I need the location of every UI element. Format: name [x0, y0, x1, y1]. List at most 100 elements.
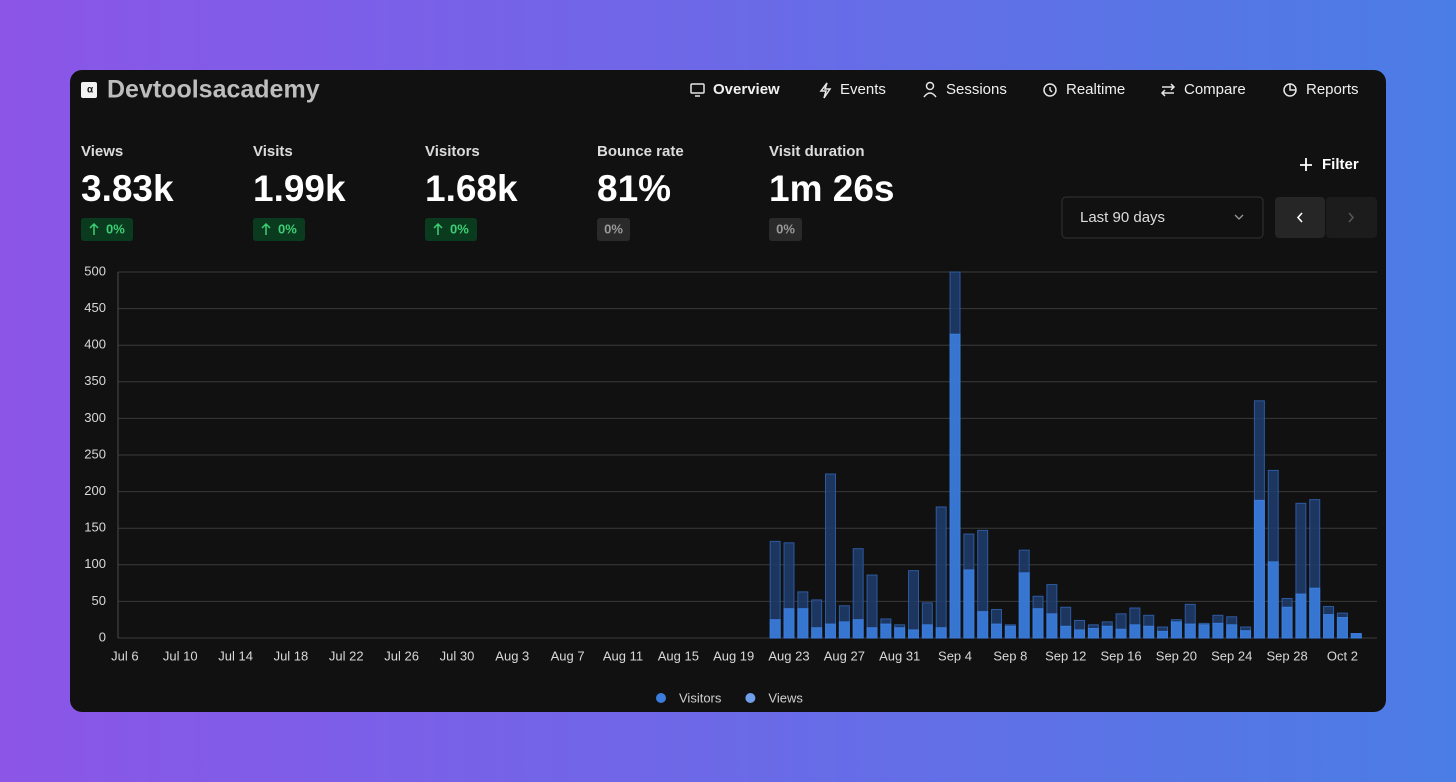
- x-tick-label: Jul 26: [384, 648, 419, 663]
- x-tick-label: Jul 22: [329, 648, 364, 663]
- nav-item[interactable]: Sessions: [946, 81, 1007, 98]
- bar: [1240, 630, 1252, 639]
- y-tick-label: 0: [99, 629, 106, 644]
- plus-icon: [1300, 158, 1312, 171]
- x-tick-label: Aug 19: [713, 648, 754, 663]
- legend-label: Views: [768, 690, 803, 705]
- bar: [825, 623, 836, 639]
- bar: [949, 333, 961, 639]
- y-tick-label: 150: [84, 520, 106, 535]
- x-tick-label: Aug 31: [879, 648, 920, 663]
- icon-sessions: [925, 81, 935, 91]
- icon-sessions: [923, 92, 937, 98]
- arrow-up: [89, 222, 99, 235]
- x-tick-label: Aug 7: [551, 648, 585, 663]
- bar: [1074, 629, 1086, 639]
- x-tick-label: Jul 6: [111, 648, 138, 663]
- next-button[interactable]: [1326, 197, 1377, 238]
- x-tick-label: Aug 3: [495, 648, 529, 663]
- legend-dot: [745, 693, 756, 703]
- date-dropdown[interactable]: [1061, 196, 1264, 239]
- x-tick-label: Aug 15: [658, 648, 699, 663]
- icon-events: [819, 82, 832, 99]
- date-range[interactable]: Last 90 days: [1080, 209, 1165, 226]
- bar: [963, 569, 975, 639]
- bar: [908, 570, 920, 639]
- bar: [894, 627, 906, 639]
- nav-item[interactable]: Events: [840, 81, 886, 98]
- filter-button[interactable]: Filter: [1300, 156, 1359, 173]
- nav-item[interactable]: Realtime: [1066, 81, 1125, 98]
- bar: [797, 608, 809, 639]
- bar: [1267, 561, 1279, 639]
- icon-realtime: [1049, 87, 1053, 93]
- icon-realtime: [1043, 83, 1057, 97]
- metric-label: Bounce rate: [597, 143, 684, 160]
- y-tick-label: 350: [84, 373, 106, 388]
- icon-reports: [1289, 84, 1296, 91]
- change-value: 0%: [450, 221, 469, 236]
- prev-button[interactable]: [1275, 197, 1325, 238]
- bar: [1032, 608, 1044, 639]
- change-badge: [769, 218, 802, 241]
- x-tick-label: Jul 14: [218, 648, 253, 663]
- bar: [1350, 633, 1362, 639]
- bar: [825, 473, 836, 639]
- bar: [769, 619, 781, 639]
- logo-glyph: α: [87, 85, 94, 96]
- bar: [1253, 499, 1265, 639]
- x-tick-label: Aug 23: [768, 648, 809, 663]
- y-tick-label: 300: [84, 410, 106, 425]
- legend-dot: [656, 693, 666, 703]
- bar: [921, 624, 933, 639]
- y-tick-label: 250: [84, 446, 106, 461]
- bar: [908, 629, 920, 639]
- x-tick-label: Sep 12: [1045, 648, 1086, 663]
- legend-label: Visitors: [679, 690, 722, 705]
- metric-label: Visitors: [425, 143, 480, 160]
- change-badge: [597, 218, 630, 241]
- bar: [1143, 625, 1155, 639]
- nav-item[interactable]: Overview: [713, 81, 780, 98]
- x-tick-label: Aug 27: [824, 648, 865, 663]
- bar: [1004, 625, 1016, 639]
- bar: [1226, 624, 1238, 639]
- y-tick-label: 400: [84, 337, 106, 352]
- icon-overview: [690, 83, 705, 94]
- y-tick-label: 450: [84, 300, 106, 315]
- card: [70, 70, 1386, 712]
- metric-value: 1.99k: [253, 168, 346, 209]
- bar: [1018, 572, 1030, 639]
- bar: [866, 627, 878, 639]
- bar: [1281, 606, 1293, 639]
- bar: [783, 608, 795, 639]
- arrow-up: [433, 222, 443, 235]
- metric-value: 81%: [597, 168, 671, 209]
- bar: [1170, 621, 1182, 639]
- bar: [1309, 587, 1321, 639]
- nav-item[interactable]: Compare: [1184, 81, 1246, 98]
- y-tick-label: 50: [92, 593, 106, 608]
- bar: [977, 611, 989, 639]
- bar: [880, 623, 892, 639]
- bar: [991, 623, 1003, 639]
- change-value: 0%: [278, 221, 297, 236]
- bar: [852, 619, 864, 639]
- x-tick-label: Sep 24: [1211, 648, 1252, 663]
- bar: [1323, 614, 1335, 639]
- bar: [838, 621, 850, 639]
- bar: [1157, 630, 1169, 639]
- y-tick-label: 100: [84, 556, 106, 571]
- x-tick-label: Sep 4: [938, 648, 972, 663]
- x-tick-label: Aug 11: [603, 648, 643, 663]
- filter-label[interactable]: Filter: [1322, 156, 1359, 173]
- metric-value: 1.68k: [425, 168, 518, 209]
- nav-item[interactable]: Reports: [1306, 81, 1359, 98]
- metric-value: 1m 26s: [769, 168, 895, 209]
- bar: [1295, 593, 1307, 639]
- bar: [1336, 617, 1348, 639]
- bar: [935, 627, 947, 639]
- y-tick-label: 200: [84, 483, 106, 498]
- metric-label: Visit duration: [769, 143, 865, 160]
- x-tick-label: Sep 28: [1266, 648, 1307, 663]
